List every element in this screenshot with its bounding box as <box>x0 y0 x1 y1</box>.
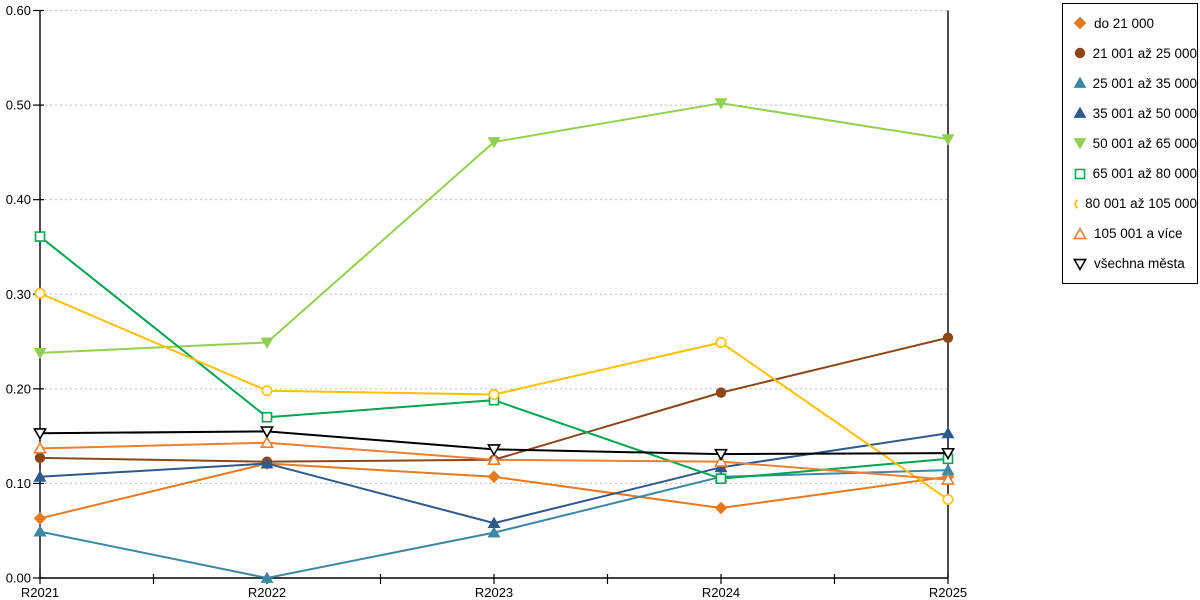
legend-marker <box>1073 16 1087 30</box>
data-point <box>714 454 728 467</box>
triangle-down-marker-icon <box>1073 138 1086 150</box>
square-marker-icon <box>1074 168 1086 179</box>
legend-item: do 21 000 <box>1073 8 1197 38</box>
data-point <box>488 389 500 401</box>
data-point <box>941 426 955 439</box>
data-point <box>487 444 501 457</box>
data-point <box>487 137 501 149</box>
data-point <box>33 470 47 482</box>
x-tick-label: R2023 <box>475 585 513 600</box>
y-tick-label: 0.10 <box>6 476 31 491</box>
legend-marker <box>1073 76 1086 89</box>
legend-item: 35 001 až 50 000 <box>1073 98 1197 128</box>
data-point <box>260 337 274 349</box>
data-point <box>34 287 46 299</box>
series-0 <box>33 457 955 525</box>
triangle-down-marker-icon <box>1073 258 1087 271</box>
legend-label: 21 001 až 25 000 <box>1092 45 1197 61</box>
circle-marker-icon <box>1074 198 1079 209</box>
triangle-up-marker-icon <box>1073 106 1086 119</box>
legend-label: 80 001 až 105 000 <box>1085 196 1197 212</box>
circle-marker-icon <box>1074 47 1086 59</box>
series-6 <box>34 287 954 505</box>
legend-marker <box>1073 258 1087 271</box>
legend-label: do 21 000 <box>1094 15 1155 31</box>
triangle-up-marker-icon <box>1073 226 1087 240</box>
y-tick-label: 0.00 <box>6 571 31 586</box>
diamond-marker-icon <box>1073 16 1087 30</box>
data-point <box>33 512 47 525</box>
data-point <box>941 134 955 146</box>
data-point <box>942 332 954 343</box>
y-tick-label: 0.20 <box>6 381 31 396</box>
legend-label: 25 001 až 35 000 <box>1092 75 1197 91</box>
series-7 <box>33 435 955 485</box>
triangle-up-marker-icon <box>1073 76 1086 89</box>
legend-marker <box>1074 47 1086 59</box>
series-3 <box>33 426 955 529</box>
data-point <box>487 470 501 484</box>
legend-marker <box>1074 198 1079 209</box>
series-4 <box>33 98 955 360</box>
legend-label: 105 001 a více <box>1094 226 1183 242</box>
data-point <box>33 441 47 454</box>
x-tick-label: R2024 <box>702 585 740 600</box>
legend-item: všechna města <box>1073 249 1197 279</box>
legend-item: 80 001 až 105 000 <box>1073 189 1197 219</box>
legend-item: 21 001 až 25 000 <box>1073 38 1197 68</box>
data-point <box>941 447 955 461</box>
x-tick-label: R2021 <box>21 585 59 600</box>
data-point <box>33 428 47 441</box>
data-point <box>942 493 954 505</box>
data-point <box>34 452 46 464</box>
legend-marker <box>1074 168 1086 179</box>
series-line <box>39 235 949 480</box>
legend-marker <box>1073 226 1087 240</box>
data-point <box>941 472 955 485</box>
data-point <box>715 473 727 484</box>
data-point <box>715 336 727 348</box>
data-point <box>714 501 728 515</box>
legend-label: všechna města <box>1094 256 1185 272</box>
data-point <box>33 525 47 537</box>
y-tick-label: 0.40 <box>6 192 31 207</box>
legend-marker <box>1073 106 1086 119</box>
y-tick-label: 0.60 <box>6 3 31 18</box>
y-tick-label: 0.50 <box>6 98 31 113</box>
legend-marker <box>1073 138 1086 150</box>
x-tick-label: R2025 <box>929 585 967 600</box>
legend-item: 65 001 až 80 000 <box>1073 159 1197 189</box>
legend-item: 50 001 až 65 000 <box>1073 128 1197 158</box>
data-point <box>715 387 727 398</box>
series-8 <box>33 426 955 462</box>
data-point <box>714 448 728 462</box>
data-point <box>260 426 274 439</box>
legend-label: 65 001 až 80 000 <box>1092 166 1197 182</box>
data-point <box>261 385 273 397</box>
legend: do 21 000 21 001 až 25 000 25 001 až 35 00… <box>1062 3 1198 284</box>
y-tick-label: 0.30 <box>6 287 31 302</box>
data-point <box>261 411 273 423</box>
data-point <box>487 526 501 538</box>
data-point <box>33 347 47 360</box>
data-point <box>260 457 274 469</box>
legend-label: 50 001 až 65 000 <box>1092 135 1197 151</box>
data-point <box>487 452 501 465</box>
legend-label: 35 001 až 50 000 <box>1092 105 1197 121</box>
data-point <box>260 571 274 583</box>
x-tick-label: R2022 <box>248 585 286 600</box>
legend-item: 25 001 až 35 000 <box>1073 68 1197 98</box>
data-point <box>714 98 728 110</box>
data-point <box>487 516 501 529</box>
data-point <box>260 435 274 448</box>
data-point <box>34 231 46 242</box>
series-2 <box>33 463 955 583</box>
legend-item: 105 001 a více <box>1073 219 1197 249</box>
